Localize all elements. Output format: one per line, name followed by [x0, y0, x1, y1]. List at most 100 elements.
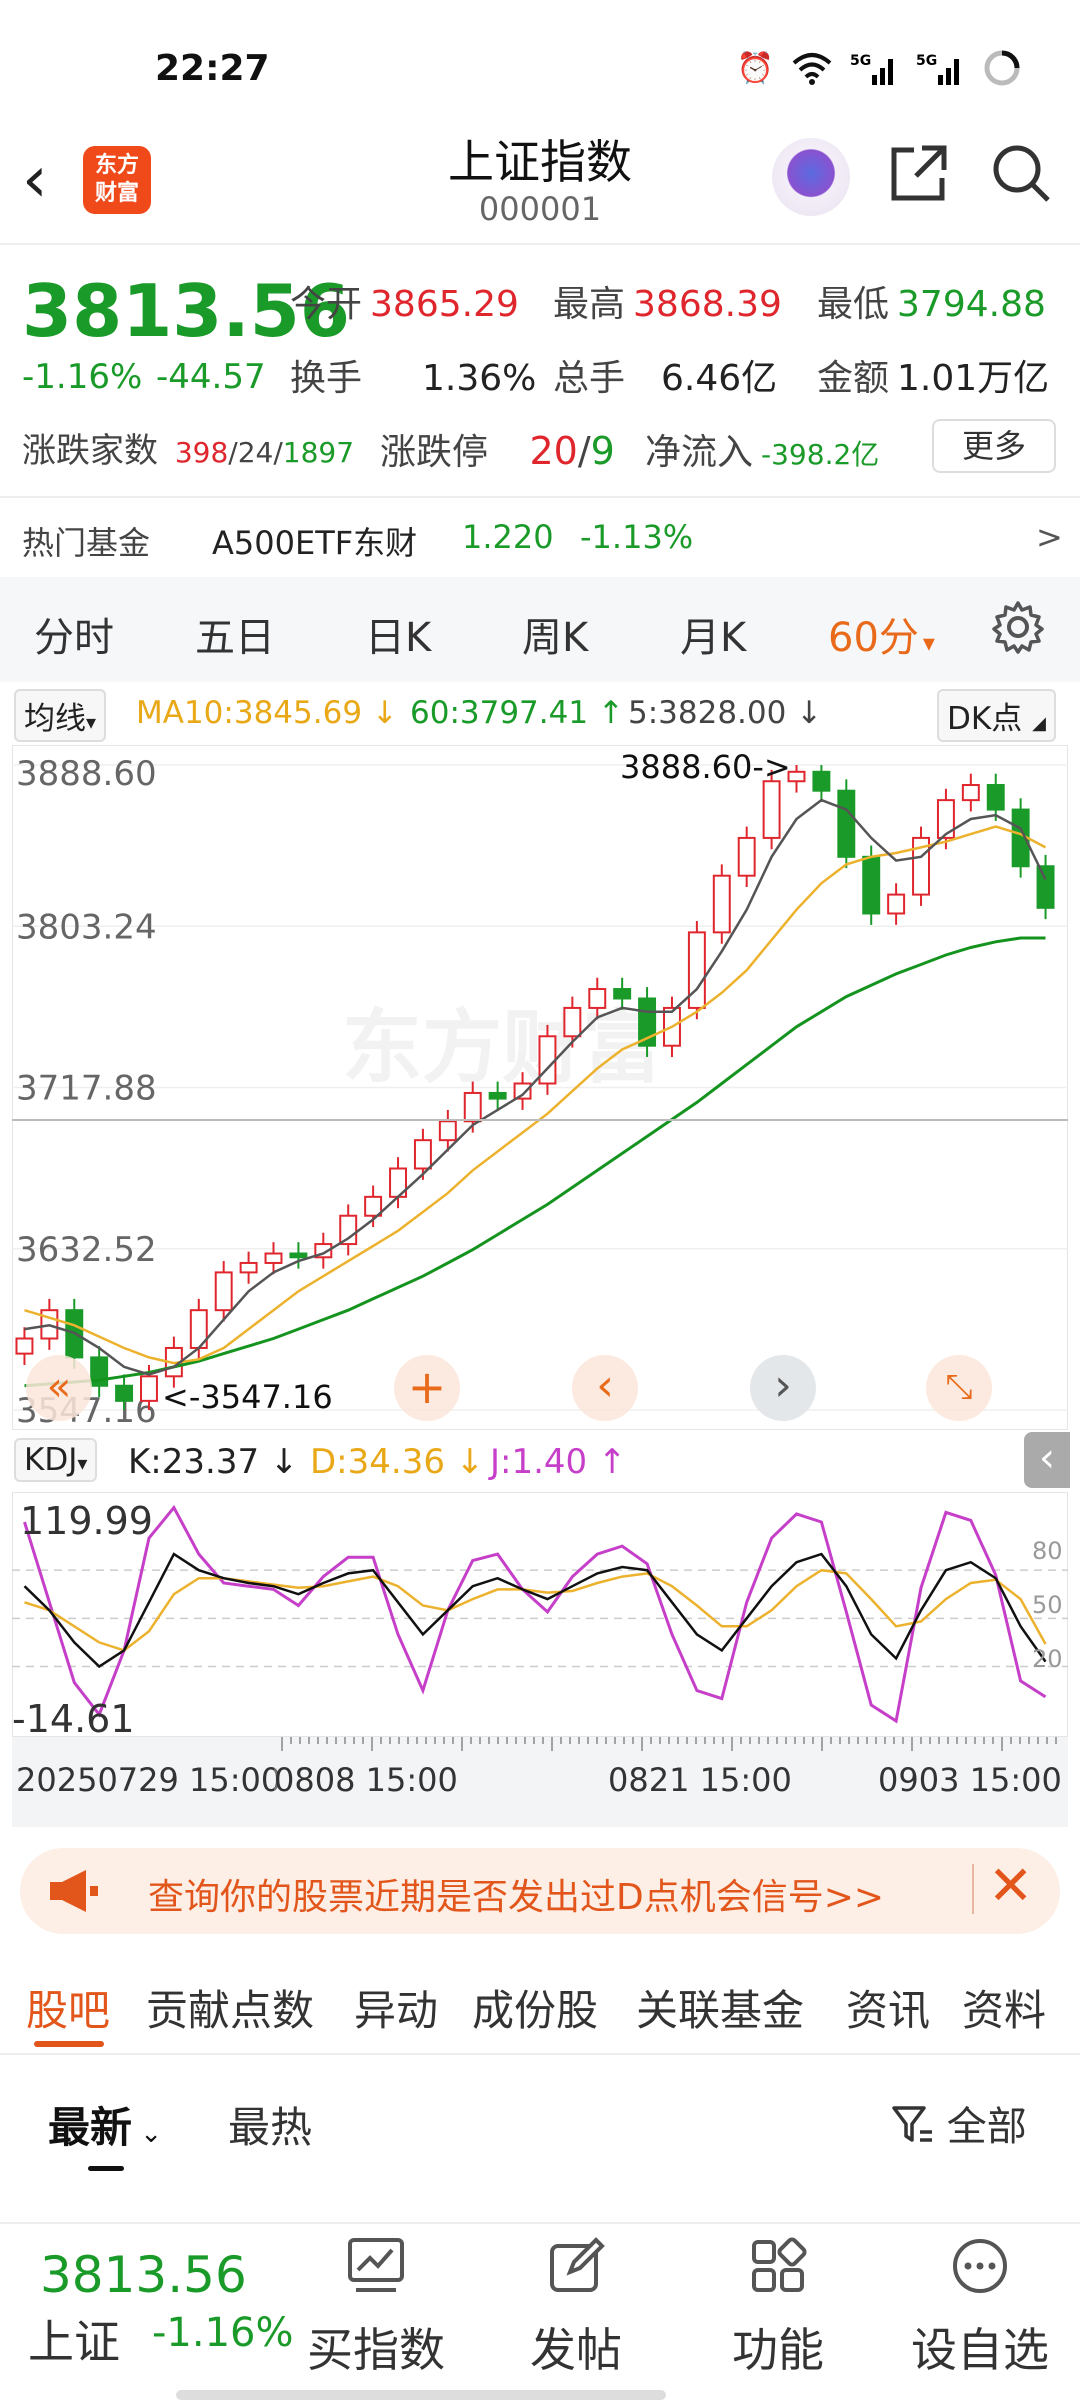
search-icon[interactable]: [986, 142, 1056, 212]
candle: [712, 874, 731, 934]
signal-5g-icon-2: 5G: [916, 53, 959, 85]
fund-price: 1.220: [462, 518, 554, 556]
candle: [264, 1252, 283, 1264]
buy-index-button[interactable]: 买指数: [306, 2236, 446, 2380]
candle: [887, 893, 906, 915]
kdj-y-top: 119.99: [20, 1499, 153, 1543]
ma5-line: [24, 798, 1047, 1376]
breadth-stat: 涨跌家数 398/24/1897: [22, 431, 355, 471]
price-axis-label: 3717.88: [16, 1069, 157, 1109]
tab-weekly-k[interactable]: 周K: [522, 615, 589, 661]
back-button[interactable]: ‹: [22, 143, 48, 217]
time-label-4: 0903 15:00: [878, 1761, 1062, 1799]
sort-hot[interactable]: 最热: [228, 2103, 313, 2152]
dropdown-arrow-icon: ▾: [922, 629, 935, 657]
kdj-grid: [12, 1569, 1068, 1668]
fund-change: -1.13%: [580, 518, 694, 556]
tab-five-day[interactable]: 五日: [195, 615, 275, 661]
prev-icon[interactable]: ‹: [572, 1355, 638, 1421]
candle: [289, 1252, 308, 1259]
price-axis-label: 3632.52: [16, 1230, 157, 1270]
functions-label: 功能: [732, 2323, 824, 2377]
candle: [140, 1375, 158, 1402]
close-icon[interactable]: ✕: [988, 1854, 1034, 1917]
tab-60min[interactable]: 60分 ▾: [828, 615, 935, 661]
period-tabs: 分时 五日 日K 周K 月K 60分 ▾: [0, 577, 1080, 682]
candle: [787, 770, 806, 783]
kdj-d-value: D:34.36 ↓: [310, 1442, 485, 1482]
candle: [115, 1384, 134, 1402]
filter-icon: [892, 2106, 932, 2142]
indicator-select[interactable]: KDJ▾: [14, 1438, 98, 1482]
tab-contribution[interactable]: 贡献点数: [146, 1986, 315, 2035]
svg-text:5G: 5G: [850, 53, 871, 69]
candle: [812, 770, 831, 792]
signal-5g-icon: 5G: [850, 53, 893, 85]
kdj-y-bottom: -14.61: [12, 1697, 135, 1737]
fullscreen-icon[interactable]: ⤡: [926, 1355, 992, 1421]
stock-code: 000001: [478, 190, 602, 228]
tab-movement[interactable]: 异动: [354, 1986, 439, 2035]
time-label-2: 0808 15:00: [274, 1761, 458, 1799]
logo-line-1: 东方: [94, 153, 139, 178]
candle: [1036, 865, 1055, 909]
candle: [538, 1035, 557, 1085]
post-button[interactable]: 发帖: [506, 2236, 646, 2380]
functions-button[interactable]: 功能: [708, 2236, 848, 2380]
sort-latest[interactable]: 最新 ⌄: [48, 2103, 163, 2152]
tab-profile[interactable]: 资料: [962, 1986, 1047, 2035]
candle: [339, 1214, 358, 1246]
high-stat: 最高 3868.39: [553, 284, 782, 325]
candle: [687, 931, 706, 1009]
candle: [986, 784, 1005, 811]
candlestick-svg: 东方财富 3888.603803.243717.883632.523547.16…: [11, 744, 1069, 1431]
time-label-3: 0821 15:00: [608, 1761, 792, 1799]
kdj-chart[interactable]: 119.99 -14.61 80 50 20: [11, 1491, 1069, 1741]
page-title: 上证指数: [448, 135, 632, 189]
next-icon[interactable]: ›: [750, 1355, 816, 1421]
active-tab-indicator: [34, 2041, 104, 2047]
tab-related-funds[interactable]: 关联基金: [636, 1986, 805, 2035]
min-price-marker: <-3547.16: [162, 1378, 333, 1416]
bottom-bar: 3813.56 上证 -1.16% 买指数 发帖 功能 设自选: [0, 2222, 1080, 2400]
d-point-banner[interactable]: 查询你的股票近期是否发出过D点机会信号>> ✕: [20, 1848, 1060, 1934]
kdj-level-50: 50: [1032, 1591, 1063, 1619]
news-tabs: 股吧 贡献点数 异动 成份股 关联基金 资讯 资料: [0, 1955, 1080, 2055]
quote-panel: 3813.56 -1.16% -44.57 今开 3865.29 最高 3868.3…: [0, 245, 1080, 575]
share-icon[interactable]: [884, 142, 954, 212]
filter-button[interactable]: 全部: [890, 2094, 1027, 2152]
ma10-line: [24, 825, 1047, 1365]
candle: [214, 1271, 233, 1312]
collapse-panel-icon[interactable]: ‹: [1024, 1432, 1070, 1488]
status-bar: 22:27 ⏰ 5G 5G: [0, 0, 1080, 130]
svg-text:5G: 5G: [916, 53, 937, 69]
add-watchlist-button[interactable]: 设自选: [910, 2236, 1050, 2380]
ai-assistant-icon[interactable]: [772, 138, 850, 216]
settings-gear-icon[interactable]: [990, 599, 1046, 659]
tab-constituents[interactable]: 成份股: [472, 1986, 599, 2035]
candle: [513, 1082, 532, 1100]
amount-stat: 金额 1.01万亿: [817, 358, 1050, 399]
tab-daily-k[interactable]: 日K: [365, 615, 432, 661]
tab-guba[interactable]: 股吧: [26, 1986, 111, 2035]
kdj-k-line: [23, 1552, 1047, 1669]
ma60-line: [24, 936, 1046, 1388]
more-button[interactable]: 更多: [932, 419, 1056, 473]
candle: [837, 789, 856, 858]
max-price-marker: 3888.60->: [620, 748, 791, 786]
app-logo[interactable]: 东方 财富: [83, 146, 151, 214]
divider: [0, 496, 1080, 498]
time-axis[interactable]: 20250729 15:00 0808 15:00 0821 15:00 090…: [12, 1737, 1068, 1827]
zoom-in-icon[interactable]: +: [394, 1355, 460, 1421]
rewind-icon[interactable]: «: [26, 1355, 92, 1421]
candlestick-chart[interactable]: 东方财富 3888.60 3803.24 3717.88 3632.52 3547.16…: [11, 744, 1069, 1431]
dk-point-button[interactable]: DK点 ◢: [937, 689, 1056, 742]
candle: [613, 988, 632, 1000]
tab-intraday[interactable]: 分时: [34, 615, 114, 661]
tab-news[interactable]: 资讯: [846, 1986, 931, 2035]
kdj-j-value: J:1.40 ↑: [490, 1442, 627, 1482]
wifi-icon: [792, 53, 832, 85]
tab-monthly-k[interactable]: 月K: [680, 615, 747, 661]
hot-fund-row[interactable]: 热门基金 A500ETF东财 1.220 -1.13% >: [0, 500, 1080, 576]
ma-select[interactable]: 均线▾: [14, 689, 107, 742]
